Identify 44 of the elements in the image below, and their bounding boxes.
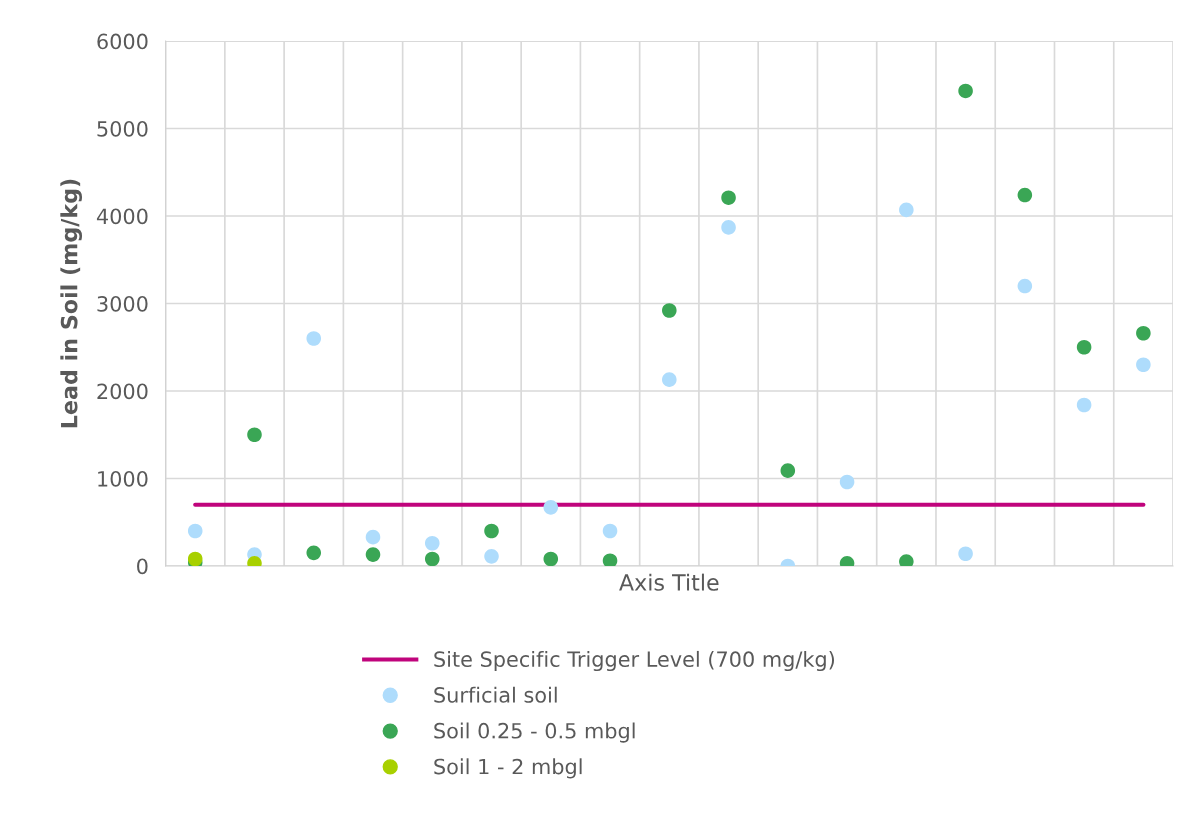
point [958,546,973,562]
y-tick-label: 0 [137,558,148,575]
point [899,554,914,566]
point [306,331,322,346]
point [247,427,262,443]
y-tick-label: 4000 [96,208,148,225]
point [602,523,618,539]
y-tick-label: 5000 [97,120,148,137]
point [187,523,203,539]
point [721,190,736,205]
x-axis-title: Axis Title [619,573,719,591]
y-axis-title: Lead in Soil (mg/kg) [60,179,83,428]
point [484,523,499,539]
y-tick-label: 6000 [97,33,148,50]
point [899,202,914,218]
legend-label: Surficial soil [434,686,557,703]
point [424,551,440,566]
point [1017,187,1033,203]
point [543,551,559,566]
legend-label: Soil 0.25 - 0.5 mbgl [434,722,635,743]
point [839,474,855,490]
y-tick-label: 2000 [97,383,148,400]
point [1017,278,1033,294]
point [365,529,381,545]
point [1076,339,1092,355]
point [1136,325,1151,341]
point [958,83,973,99]
point [1076,397,1092,413]
point [365,547,381,562]
point [780,463,796,478]
y-tick-label: 3000 [97,295,148,312]
point [484,549,499,564]
point [306,545,322,561]
point [662,303,677,318]
legend-label: Site Specific Trigger Level (700 mg/kg) [434,650,835,672]
point [543,500,559,515]
point [187,551,203,566]
point [1136,357,1151,373]
point [602,553,618,566]
legend-label: Soil 1 - 2 mbgl [434,758,582,779]
point [721,220,736,235]
point [662,372,677,387]
y-tick-label: 1000 [98,470,148,487]
point [424,535,440,551]
